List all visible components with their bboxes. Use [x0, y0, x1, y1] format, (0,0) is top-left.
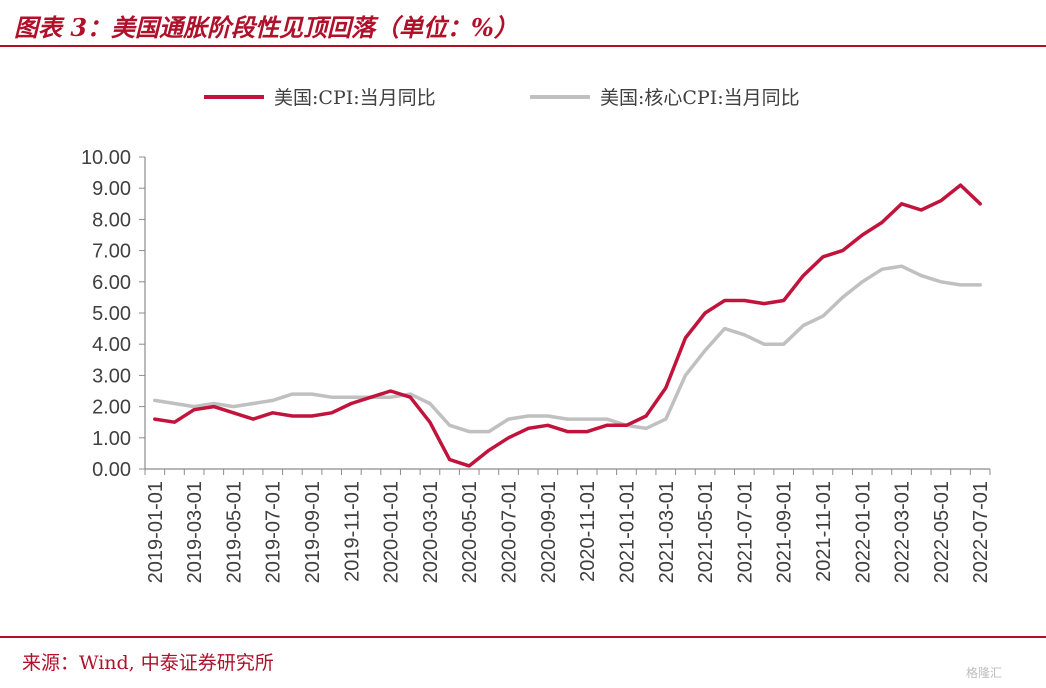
cpi-line-chart: 0.00 1.00 2.00 3.00 4.00 5.00 6.00 7.00 8.00 9.00…: [81, 87, 992, 583]
x-tick-label: 2021-07-01: [734, 481, 756, 583]
x-tick-label: 2021-03-01: [656, 481, 678, 583]
y-tick-label: 4.00: [92, 334, 131, 356]
y-tick-label: 9.00: [92, 178, 131, 200]
x-tick-label: 2022-07-01: [970, 481, 992, 583]
x-tick-label: 2020-03-01: [420, 481, 442, 583]
x-tick-label: 2020-07-01: [499, 481, 521, 583]
source-note: 来源：Wind, 中泰证券研究所: [22, 652, 274, 674]
x-tick-label: 2020-09-01: [538, 481, 560, 583]
series-line-core-cpi: [153, 264, 982, 434]
x-tick-label: 2021-05-01: [695, 481, 717, 583]
x-tick-label: 2019-07-01: [263, 481, 285, 583]
source-rule: [0, 636, 1046, 638]
y-tick-label: 1.00: [92, 428, 131, 450]
y-tick-label: 7.00: [92, 241, 131, 263]
x-tick-label: 2019-03-01: [184, 481, 206, 583]
x-tick-label: 2019-01-01: [145, 481, 167, 583]
x-tick-label: 2021-09-01: [774, 481, 796, 583]
x-tick-label: 2019-11-01: [341, 481, 363, 582]
y-tick-label: 6.00: [92, 272, 131, 294]
x-tick-label: 2021-01-01: [616, 481, 638, 583]
figure-title: 图表 3：美国通胀阶段性见顶回落（单位：%）: [14, 13, 518, 42]
legend-label-core-cpi: 美国:核心CPI:当月同比: [600, 87, 800, 109]
title-rule: [0, 45, 1046, 47]
x-tick-label: 2019-09-01: [302, 481, 324, 583]
x-tick-label: 2021-11-01: [813, 481, 835, 582]
y-tick-label: 0.00: [92, 459, 131, 481]
x-tick-label: 2019-05-01: [223, 481, 245, 583]
x-tick-label: 2022-01-01: [852, 481, 874, 583]
x-tick-label: 2022-03-01: [892, 481, 914, 583]
y-tick-label: 8.00: [92, 209, 131, 231]
y-tick-label: 5.00: [92, 303, 131, 325]
y-tick-label: 10.00: [81, 147, 131, 169]
legend-label-cpi: 美国:CPI:当月同比: [274, 87, 436, 109]
series-line-cpi: [153, 183, 982, 468]
x-tick-label: 2020-05-01: [459, 481, 481, 583]
y-tick-label: 3.00: [92, 365, 131, 387]
watermark: 格隆汇: [966, 666, 1003, 680]
x-tick-label: 2022-05-01: [931, 481, 953, 583]
x-tick-label: 2020-11-01: [577, 481, 599, 582]
x-tick-label: 2020-01-01: [381, 481, 403, 583]
y-tick-label: 2.00: [92, 397, 131, 419]
